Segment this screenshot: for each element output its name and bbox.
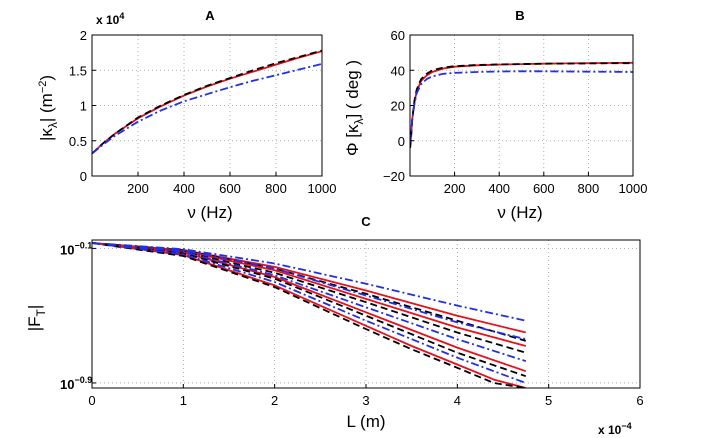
panel-b-title: B [515, 8, 524, 23]
panel-a-xtick-label: 1000 [308, 181, 337, 196]
panel-a-xtick-label: 600 [219, 181, 241, 196]
panel-b-ytick-label: 60 [391, 28, 405, 43]
panel-c-ylabel: |FT| [25, 305, 48, 332]
panel-a-multiplier: x 104 [96, 11, 124, 27]
panel-b-xtick-label: 600 [533, 181, 555, 196]
panel-b-xtick-label: 1000 [619, 181, 648, 196]
panel-a-series-dashed [92, 49, 322, 155]
panel-b-ytick-label: 40 [391, 63, 405, 78]
panel-a-ytick-label: 0.5 [69, 134, 87, 149]
panel-a-ytick-label: 1 [80, 99, 87, 114]
panel-c-xtick-label: 2 [271, 393, 278, 408]
panel-c-series-dashdot-100 [92, 242, 527, 362]
panel-c-xlabel: L (m) [346, 412, 385, 431]
panel-b-ytick-label: 0 [398, 134, 405, 149]
panel-c-xtick-label: 1 [180, 393, 187, 408]
panel-c-series-dashed-150 [92, 242, 526, 388]
panel-c-ytick-label: 10−0.9 [60, 375, 92, 392]
panel-a-ytick-label: 0 [80, 169, 87, 184]
panel-a-ylabel: |κλ| (m−2) [37, 75, 60, 141]
panel-b-ytick-label: −20 [383, 169, 405, 184]
panel-c-xtick-label: 3 [362, 393, 369, 408]
panel-b-xtick-label: 200 [444, 181, 466, 196]
panel-c-series-group [92, 242, 527, 388]
panel-c-xtick-label: 4 [454, 393, 461, 408]
panel-c-series-dashdot-50 [92, 242, 527, 341]
panel-b-ytick-label: 20 [391, 99, 405, 114]
panel-b-xlabel: ν (Hz) [497, 203, 542, 222]
panel-c-series-solid-150 [92, 242, 527, 388]
panel-c-series-dashed-5 [92, 242, 527, 342]
panel-c-xtick-label: 6 [636, 393, 643, 408]
panel-b-xtick-label: 800 [578, 181, 600, 196]
panel-a-plot-area [92, 35, 322, 176]
panel-c-title: C [361, 214, 371, 229]
panel-b-series-dashdot [410, 70, 633, 143]
panel-a-ytick-label: 2 [80, 28, 87, 43]
panel-c-multiplier: x 10−4 [598, 421, 632, 437]
panel-c-series-dashdot-150 [92, 242, 527, 384]
panel-b: B Φ [κλ] ( deg ) ν (Hz) 200 400 600 800 1000… [343, 8, 647, 222]
panel-c-ytick-label: 10−0.1 [60, 240, 92, 257]
panel-b-series-group [410, 61, 633, 148]
panel-c-plot-area [92, 240, 640, 388]
panel-c-series-dashed-100 [92, 242, 527, 378]
panel-a-title: A [205, 8, 215, 23]
panel-c-xtick-label: 0 [88, 393, 95, 408]
panel-a: A x 104 |κλ| (m−2) ν (Hz) 200 400 600 800 10… [37, 8, 336, 222]
panel-a-ytick-label: 1.5 [69, 63, 87, 78]
panel-b-xtick-label: 400 [488, 181, 510, 196]
panel-c-series-dashed-50 [92, 242, 527, 354]
panel-c-xtick-label: 5 [545, 393, 552, 408]
panel-a-xtick-label: 400 [173, 181, 195, 196]
panel-a-xtick-label: 200 [127, 181, 149, 196]
panel-a-xtick-label: 800 [265, 181, 287, 196]
panel-b-plot-area [410, 35, 633, 176]
panel-a-series-dashdot [92, 63, 322, 155]
panel-c: C |FT| L (m) x 10−4 5 50 100 150 0123456… [25, 214, 644, 437]
panel-b-ylabel: Φ [κλ] ( deg ) [343, 60, 366, 156]
panel-a-series-group [92, 49, 322, 155]
panel-a-xlabel: ν (Hz) [187, 203, 232, 222]
